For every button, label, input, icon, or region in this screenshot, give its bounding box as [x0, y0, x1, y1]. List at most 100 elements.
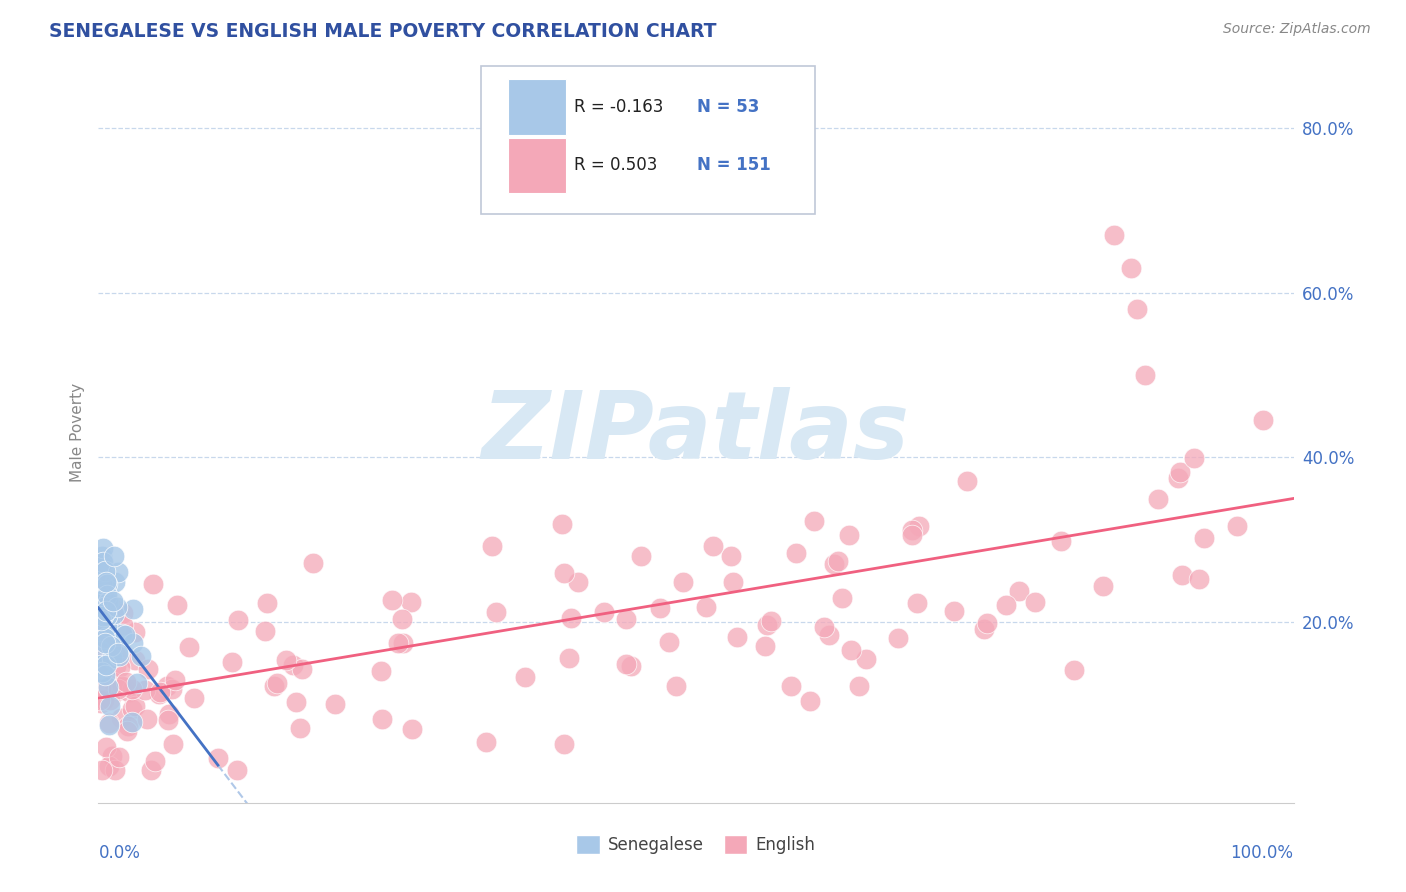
Point: [725, 630, 748, 644]
Point: [90, 657, 112, 672]
Text: 0.0%: 0.0%: [98, 844, 141, 862]
Point: [118, 685, 141, 699]
Point: [89, 592, 111, 607]
Point: [1147, 492, 1170, 507]
Point: [91, 586, 114, 600]
Point: [136, 662, 159, 676]
Point: [221, 655, 243, 669]
Point: [759, 614, 782, 628]
Point: [166, 598, 188, 612]
Point: [115, 724, 138, 739]
Point: [108, 750, 131, 764]
Point: [104, 659, 127, 673]
Point: [98, 693, 121, 707]
Point: [302, 556, 325, 570]
Point: [658, 635, 681, 649]
Point: [112, 618, 135, 632]
Text: Source: ZipAtlas.com: Source: ZipAtlas.com: [1223, 22, 1371, 37]
Point: [1125, 302, 1147, 317]
Point: [281, 658, 304, 673]
Point: [100, 640, 122, 654]
Point: [1133, 368, 1156, 382]
Point: [104, 575, 127, 590]
Point: [481, 540, 503, 554]
Point: [1049, 534, 1071, 549]
Point: [1188, 573, 1211, 587]
Point: [785, 547, 807, 561]
Point: [560, 611, 582, 625]
Point: [131, 648, 153, 663]
Point: [103, 602, 125, 616]
Point: [391, 612, 413, 626]
Point: [93, 693, 115, 707]
Point: [827, 554, 849, 568]
Point: [387, 636, 409, 650]
Point: [94, 631, 117, 645]
Point: [89, 652, 111, 666]
Point: [90, 614, 112, 628]
Point: [90, 681, 112, 696]
Point: [1170, 465, 1192, 479]
Point: [111, 679, 134, 693]
Point: [96, 603, 118, 617]
Point: [908, 519, 931, 533]
Point: [105, 600, 128, 615]
Point: [1226, 518, 1249, 533]
Point: [100, 651, 122, 665]
Point: [1170, 568, 1192, 582]
Point: [1167, 470, 1189, 484]
Point: [839, 642, 862, 657]
Point: [94, 658, 117, 673]
Point: [91, 609, 114, 624]
Point: [754, 640, 776, 654]
Point: [89, 693, 111, 707]
FancyBboxPatch shape: [481, 66, 815, 214]
FancyBboxPatch shape: [509, 79, 565, 135]
Point: [848, 679, 870, 693]
Point: [276, 653, 298, 667]
Point: [254, 624, 277, 639]
Point: [97, 595, 120, 609]
Point: [96, 593, 118, 607]
Point: [838, 528, 860, 542]
Point: [91, 549, 114, 563]
Point: [94, 739, 117, 754]
Point: [1182, 451, 1205, 466]
Point: [124, 698, 146, 713]
Point: [256, 595, 278, 609]
Point: [101, 674, 124, 689]
Point: [148, 687, 170, 701]
Point: [475, 735, 498, 749]
Point: [103, 549, 125, 563]
Point: [136, 712, 159, 726]
Point: [108, 649, 131, 664]
Point: [93, 636, 115, 650]
Point: [672, 574, 695, 589]
Point: [125, 676, 148, 690]
Text: N = 53: N = 53: [697, 98, 759, 116]
Point: [553, 737, 575, 751]
Point: [887, 631, 910, 645]
Point: [401, 722, 423, 736]
Point: [779, 679, 801, 693]
Point: [695, 600, 717, 615]
Point: [111, 626, 134, 640]
Point: [114, 628, 136, 642]
Point: [177, 640, 200, 655]
Point: [157, 713, 180, 727]
Point: [1024, 595, 1046, 609]
Point: [399, 595, 422, 609]
Point: [134, 683, 156, 698]
Text: SENEGALESE VS ENGLISH MALE POVERTY CORRELATION CHART: SENEGALESE VS ENGLISH MALE POVERTY CORRE…: [49, 22, 717, 41]
Point: [98, 615, 121, 630]
Point: [96, 619, 118, 633]
Point: [96, 588, 118, 602]
Point: [1091, 579, 1114, 593]
Point: [149, 685, 172, 699]
Point: [89, 610, 111, 624]
Point: [803, 514, 825, 528]
Point: [89, 658, 111, 673]
Point: [89, 656, 111, 670]
Point: [89, 630, 111, 644]
Point: [107, 646, 129, 660]
